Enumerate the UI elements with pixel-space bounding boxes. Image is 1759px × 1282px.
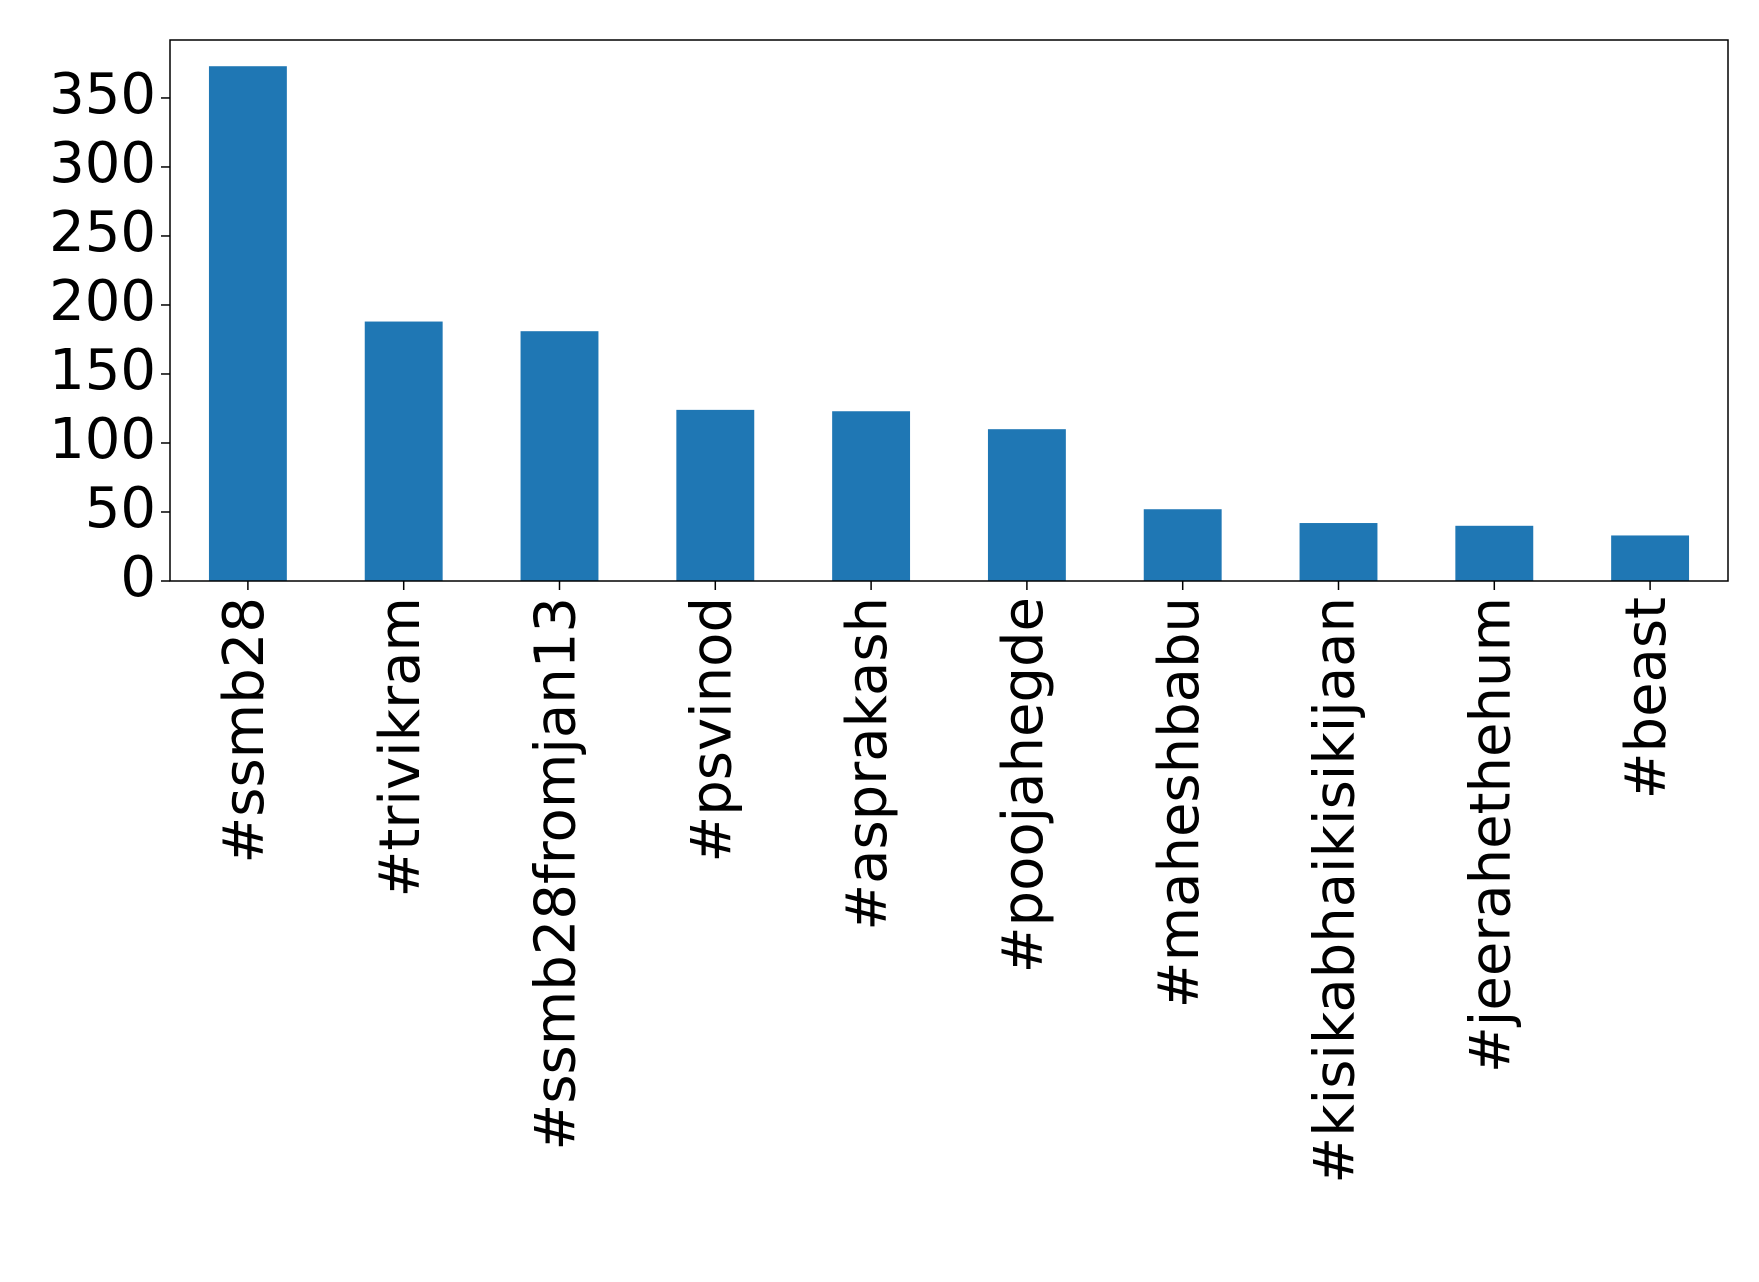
x-tick-label: #ssmb28fromjan13 (524, 597, 589, 1151)
bar (832, 411, 911, 581)
bar (1299, 523, 1378, 581)
y-tick-label: 300 (49, 131, 156, 196)
x-tick-label: #kisikabhaikisikijaan (1303, 597, 1368, 1184)
y-tick-label: 50 (85, 476, 156, 541)
x-tick-label: #beast (1614, 597, 1679, 799)
y-tick-label: 100 (49, 407, 156, 472)
bar (676, 409, 755, 581)
y-tick-label: 250 (49, 200, 156, 265)
x-tick-label: #trivikram (368, 597, 433, 897)
x-tick-label: #maheshbabu (1147, 597, 1212, 1008)
x-tick-label: #ssmb28 (212, 597, 277, 864)
plot-frame (169, 39, 1729, 582)
x-tick-label: #jeerahethehum (1458, 597, 1523, 1073)
bar (1143, 509, 1222, 581)
y-tick-label: 0 (120, 545, 156, 610)
bar (1611, 535, 1690, 581)
x-tick-label: #psvinod (679, 597, 744, 863)
bar (987, 429, 1066, 581)
x-tick-label: #poojahegde (991, 597, 1056, 973)
bar (208, 66, 287, 582)
y-tick-label: 350 (49, 62, 156, 127)
bar (364, 321, 443, 581)
y-tick-label: 150 (49, 338, 156, 403)
bar (1455, 525, 1534, 581)
bar (520, 331, 599, 581)
y-tick-label: 200 (49, 269, 156, 334)
x-tick-label: #asprakash (835, 597, 900, 931)
